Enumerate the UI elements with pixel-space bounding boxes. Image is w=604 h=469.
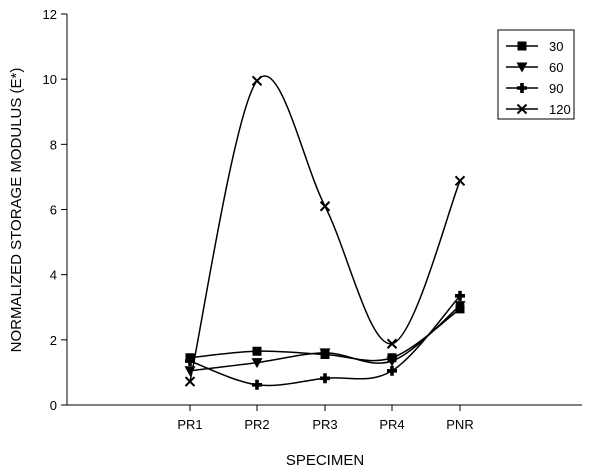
legend-label-90: 90 (549, 81, 563, 96)
legend: 30 60 90 120 (497, 29, 575, 120)
y-tick-label: 12 (43, 7, 57, 22)
data-point-120-PNR (454, 175, 466, 187)
data-point-30-PR2 (252, 346, 262, 356)
legend-marker-120 (516, 103, 528, 115)
legend-label-60: 60 (549, 60, 563, 75)
y-tick-label: 6 (50, 203, 57, 218)
x-axis-title: SPECIMEN (286, 452, 364, 469)
data-point-120-PR3 (319, 201, 331, 212)
legend-box (497, 29, 575, 120)
data-point-90-PR1 (185, 356, 195, 367)
x-tick-label: PR3 (312, 417, 337, 432)
y-axis-title: NORMALIZED STORAGE MODULUS (E*) (8, 68, 25, 353)
data-point-60-PR3 (319, 348, 331, 359)
data-point-60-PR2 (251, 358, 263, 369)
y-tick-label: 8 (50, 137, 57, 152)
data-point-120-PR2 (251, 75, 263, 87)
x-ticks: PR1 PR2 PR3 PR4 PNR (177, 405, 474, 432)
plot-area: 0 2 4 6 8 10 12 PR1 PR2 PR3 PR4 PNR (43, 7, 582, 432)
series-line-90 (189, 295, 461, 387)
legend-marker-30 (517, 41, 527, 51)
x-tick-label: PR1 (177, 417, 202, 432)
y-tick-label: 2 (50, 333, 57, 348)
y-tick-label: 0 (50, 398, 57, 413)
data-point-60-PR1 (184, 366, 196, 377)
legend-marker-90 (517, 83, 527, 93)
data-point-90-PR4 (387, 365, 398, 376)
data-point-60-PR4 (386, 356, 398, 367)
x-tick-label: PR2 (244, 417, 269, 432)
legend-items: 30 60 90 120 (506, 39, 571, 117)
data-point-120-PR4 (386, 338, 398, 349)
series-line-60 (189, 305, 461, 372)
y-tick-label: 10 (43, 72, 57, 87)
x-tick-label: PNR (446, 417, 473, 432)
legend-label-30: 30 (549, 39, 563, 54)
legend-marker-60 (516, 62, 528, 73)
data-point-60-PNR (454, 301, 466, 312)
data-point-90-PR3 (320, 373, 331, 384)
data-point-90-PR2 (251, 379, 262, 390)
x-tick-label: PR4 (379, 417, 404, 432)
series-lines (189, 75, 461, 387)
data-point-120-PR1 (184, 376, 196, 387)
data-point-90-PNR (455, 290, 466, 301)
y-tick-label: 4 (50, 268, 57, 283)
series-line-120 (189, 75, 461, 382)
legend-label-120: 120 (549, 102, 571, 117)
y-ticks: 0 2 4 6 8 10 12 (43, 7, 67, 413)
series-markers (184, 75, 466, 390)
